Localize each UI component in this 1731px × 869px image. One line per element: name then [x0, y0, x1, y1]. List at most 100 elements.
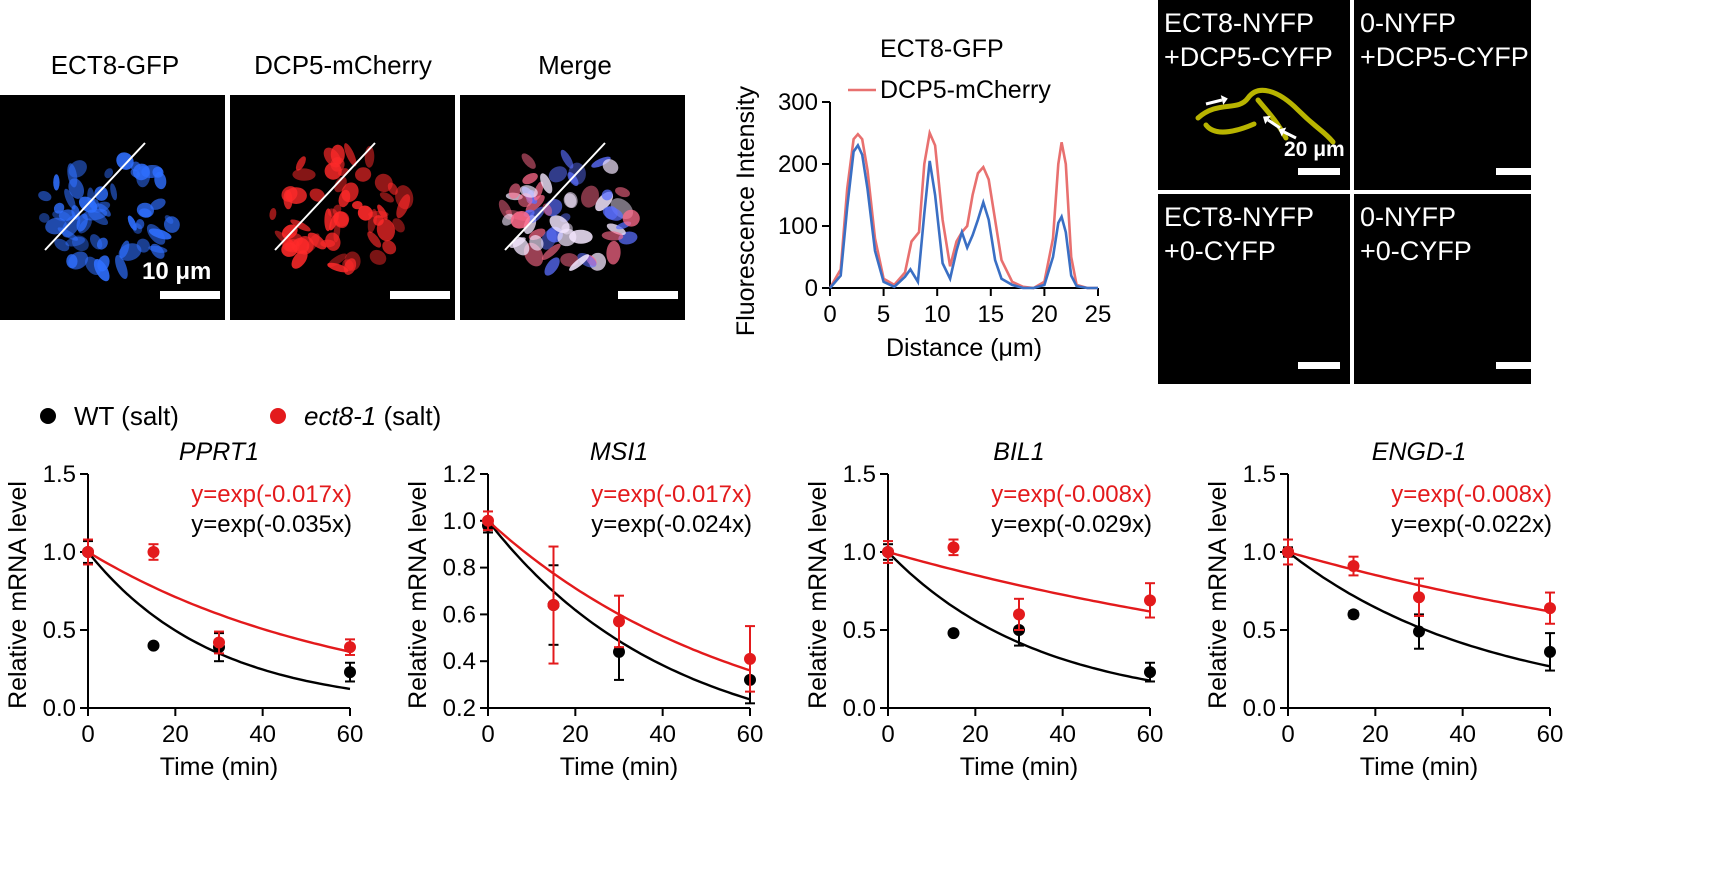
cell-granule [135, 219, 145, 230]
y-tick-label: 0.0 [843, 695, 876, 722]
cell-granule [333, 221, 341, 243]
cell-granule [327, 262, 349, 273]
cell-granule [39, 213, 50, 223]
micrograph-caption-merge: Merge [538, 50, 612, 80]
cell-granule [68, 178, 85, 199]
data-point [147, 546, 160, 558]
legend-marker-wt [40, 408, 56, 425]
cell-granule [581, 185, 599, 208]
equation-ect8-1: y=exp(-0.008x) [991, 481, 1152, 508]
cell-granule [53, 174, 60, 191]
cell-granule [367, 208, 378, 234]
bifc-panel-3: ECT8-NYFP +0-CYFP [1158, 194, 1350, 384]
x-tick-label: 0 [823, 301, 836, 328]
scale-bar [1298, 362, 1340, 369]
data-point [947, 627, 960, 640]
decay-chart-msi1: MSI1 0 20 40 60 0.2 0.4 0.6 0.8 1.0 1.2 Time (min) R… [404, 438, 763, 781]
x-tick-label: 40 [249, 721, 276, 748]
profile-line [44, 142, 146, 251]
cell-granule [324, 162, 342, 180]
bifc-panel-1: ECT8-NYFP +DCP5-CYFP 20 μm [1158, 0, 1350, 190]
data-point [744, 652, 756, 665]
cell-granule [136, 202, 154, 218]
x-tick-label: 20 [962, 721, 989, 748]
decay-chart-pprt1: PPRT1 0 20 40 60 0.0 0.5 1.0 1.5 Time (min) Relati… [4, 438, 363, 781]
arrow-icon [1267, 118, 1281, 130]
data-point [147, 639, 160, 652]
data-point [482, 514, 494, 527]
yfp-signal [1195, 87, 1336, 145]
scale-bar [1496, 362, 1538, 369]
y-tick-label: 1.2 [443, 461, 476, 488]
cell-granule [329, 212, 339, 231]
y-tick-label: 0.8 [443, 555, 476, 582]
cell-blobs [38, 152, 180, 282]
cell-granule [127, 215, 137, 231]
cell-granule [119, 240, 130, 259]
data-point [947, 541, 960, 554]
chart-title: ENGD-1 [1372, 438, 1466, 466]
legend-label-ect8-1: (salt) [376, 401, 442, 431]
y-tick-label: 0.0 [1243, 695, 1276, 722]
y-tick-label: 0.5 [1243, 617, 1276, 644]
y-tick-label: 1.0 [843, 539, 876, 566]
yfp-signal [1255, 97, 1289, 141]
bifc-signal-image [1195, 87, 1336, 145]
cell-granule [606, 240, 621, 265]
cell-granule [132, 223, 143, 234]
cell-granule [291, 250, 308, 269]
data-point [1544, 645, 1556, 658]
equation-ect8-1: y=exp(-0.017x) [591, 481, 752, 508]
cell-granule [97, 255, 110, 272]
y-tick-label: 1.5 [843, 461, 876, 488]
legend-label-wt: WT (salt) [74, 401, 179, 431]
cell-granule [357, 205, 373, 221]
cell-granule [96, 237, 108, 250]
legend-label: ECT8-GFP [880, 35, 1004, 63]
cell-granule [115, 254, 128, 280]
micrograph-caption-dcp5-mcherry: DCP5-mCherry [254, 50, 432, 80]
y-tick-label: 0.5 [43, 617, 76, 644]
series-line [829, 142, 1098, 290]
data-point [344, 641, 356, 654]
x-tick-label: 0 [1281, 721, 1294, 748]
cell-granule [548, 166, 568, 183]
cell-granule [567, 172, 579, 186]
cell-granule [136, 165, 151, 188]
cell-granule [295, 156, 306, 171]
arrow-icon [1205, 98, 1223, 106]
y-axis-label: Relative mRNA level [804, 481, 832, 709]
cell-granule [563, 193, 577, 208]
cell-granule [53, 202, 65, 214]
bifc-panel-3-line1: ECT8-NYFP [1164, 202, 1315, 232]
x-tick-label: 0 [481, 721, 494, 748]
y-axis-label: Relative mRNA level [404, 481, 432, 709]
legend-item-ect8-1: ect8-1 (salt) [270, 401, 441, 432]
cell-granule [324, 208, 332, 232]
scale-bar [618, 291, 678, 299]
profile-line [274, 142, 376, 251]
y-tick-label: 0 [805, 275, 818, 302]
y-tick-label: 0.0 [43, 695, 76, 722]
cell-granule [510, 211, 531, 229]
x-tick-label: 0 [81, 721, 94, 748]
decay-chart-bil1: BIL1 0 20 40 60 0.0 0.5 1.0 1.5 Time (min) Relativ… [804, 438, 1163, 781]
cell-granule [369, 249, 387, 265]
cell-granule [377, 204, 388, 220]
cell-granule [341, 182, 359, 203]
cell-granule [560, 149, 574, 169]
cell-granule [601, 231, 624, 241]
cell-granule [290, 219, 311, 232]
equation-wt: y=exp(-0.022x) [1391, 511, 1552, 538]
y-axis-label: Relative mRNA level [4, 481, 32, 709]
data-point [344, 666, 356, 679]
cell-granule [541, 243, 561, 260]
cell-granule [602, 159, 619, 174]
data-point [547, 599, 560, 612]
x-tick-label: 40 [1049, 721, 1076, 748]
cell-granule [146, 224, 166, 245]
x-axis-label: Time (min) [160, 753, 279, 781]
x-tick-label: 60 [1537, 721, 1564, 748]
cell-granule [94, 186, 109, 201]
data-point [1347, 608, 1360, 621]
